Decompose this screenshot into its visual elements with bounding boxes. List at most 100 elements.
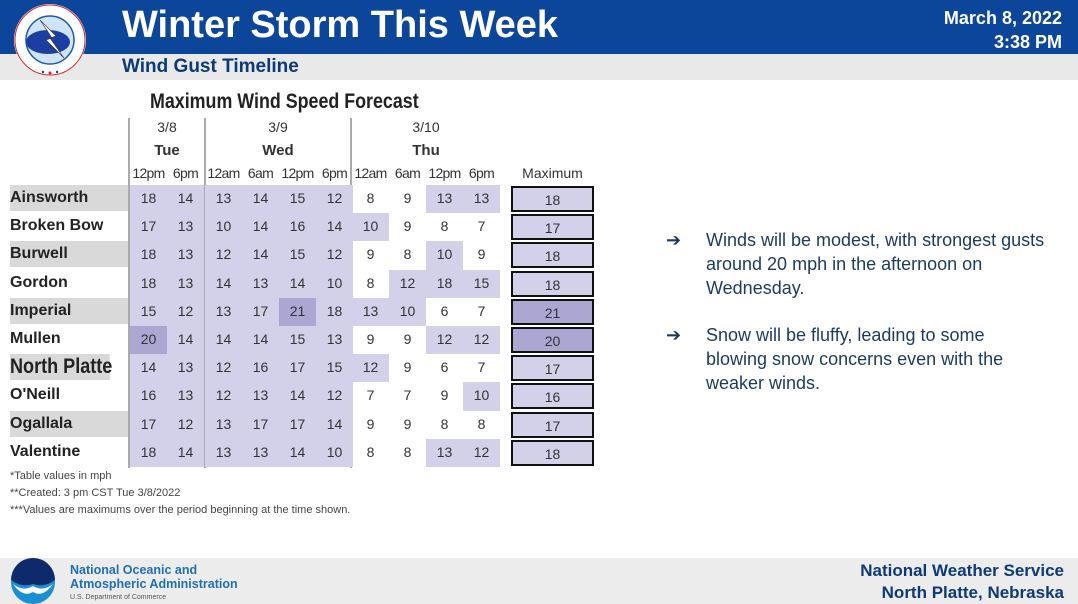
value-cell: 17 xyxy=(279,354,316,383)
value-cell: 12 xyxy=(167,410,204,439)
footer-bar xyxy=(0,558,1078,604)
value-cell: 14 xyxy=(242,213,279,242)
value-cell: 13 xyxy=(316,326,353,355)
time-header: 12am xyxy=(207,165,240,181)
value-cell: 12 xyxy=(463,326,500,355)
value-cell: 17 xyxy=(130,410,167,439)
value-cell: 8 xyxy=(366,274,375,291)
value-cell: 16 xyxy=(279,213,316,242)
time-header: 6pm xyxy=(468,165,495,181)
value-cell: 9 xyxy=(477,246,486,263)
value-cell: 12 xyxy=(316,185,353,214)
value-cell: 12 xyxy=(205,354,242,383)
time-header: 12am xyxy=(354,165,387,181)
value-cell: 12 xyxy=(205,382,242,411)
note: **Created: 3 pm CST Tue 3/8/2022 xyxy=(10,487,181,499)
value-cell: 10 xyxy=(316,269,353,298)
max-cell: 17 xyxy=(511,411,594,438)
value-cell: 7 xyxy=(366,387,375,404)
value-cell: 13 xyxy=(242,438,279,467)
value-cell: 18 xyxy=(130,185,167,214)
value-cell: 15 xyxy=(279,185,316,214)
value-cell: 15 xyxy=(463,269,500,298)
column-divider xyxy=(128,118,130,468)
value-cell: 15 xyxy=(279,241,316,270)
station-name: Broken Bow xyxy=(10,217,104,235)
value-cell: 9 xyxy=(403,359,412,376)
value-cell: 16 xyxy=(242,354,279,383)
day-name: Tue xyxy=(154,142,180,159)
value-cell: 14 xyxy=(316,410,353,439)
value-cell: 9 xyxy=(440,387,449,404)
value-cell: 7 xyxy=(403,387,412,404)
value-cell: 9 xyxy=(366,331,375,347)
value-cell: 13 xyxy=(426,438,463,467)
time-header: 12pm xyxy=(132,165,165,181)
value-cell: 17 xyxy=(279,410,316,439)
subheader-bar xyxy=(0,54,1078,80)
value-cell: 13 xyxy=(167,269,204,298)
value-cell: 14 xyxy=(205,326,242,355)
note: *Table values in mph xyxy=(10,470,112,482)
day-name: Wed xyxy=(262,142,294,159)
value-cell: 8 xyxy=(366,190,375,206)
value-cell: 13 xyxy=(352,297,389,326)
value-cell: 17 xyxy=(242,410,279,439)
value-cell: 14 xyxy=(242,326,279,355)
max-cell: 16 xyxy=(511,383,594,410)
arrow-right-icon: ➔ xyxy=(666,230,682,250)
value-cell: 8 xyxy=(403,246,412,263)
value-cell: 17 xyxy=(242,297,279,326)
value-cell: 10 xyxy=(426,241,463,270)
station-name: Mullen xyxy=(10,330,61,347)
value-cell: 14 xyxy=(130,354,167,383)
table-title: Maximum Wind Speed Forecast xyxy=(150,90,419,113)
value-cell: 15 xyxy=(316,354,353,383)
datetime: March 8, 2022 3:38 PM xyxy=(944,6,1062,54)
value-cell: 12 xyxy=(205,241,242,270)
value-cell: 13 xyxy=(167,382,204,411)
value-cell: 20 xyxy=(130,326,167,355)
value-cell: 13 xyxy=(205,410,242,439)
time-header: 6pm xyxy=(172,165,199,181)
station-name: Valentine xyxy=(10,442,81,460)
noaa-dept: U.S. Department of Commerce xyxy=(70,594,167,601)
date: March 8, 2022 xyxy=(943,8,1062,28)
value-cell: 21 xyxy=(279,297,316,326)
nws-logo xyxy=(14,4,86,76)
arrow-right-icon: ➔ xyxy=(666,325,682,345)
value-cell: 8 xyxy=(440,218,449,235)
value-cell: 12 xyxy=(463,438,500,467)
value-cell: 9 xyxy=(403,415,412,432)
value-cell: 14 xyxy=(316,213,353,242)
nws-office: National Weather Service North Platte, Ne… xyxy=(860,561,1064,602)
value-cell: 10 xyxy=(205,213,242,242)
bullet-item: ➔ Winds will be modest, with strongest gu… xyxy=(666,230,1045,298)
max-cell: 18 xyxy=(511,186,594,212)
max-cell: 18 xyxy=(511,270,594,297)
station-name: Ogallala xyxy=(10,410,128,437)
value-cell: 15 xyxy=(130,297,167,326)
value-cell: 7 xyxy=(477,218,486,235)
max-cell: 18 xyxy=(511,242,594,269)
value-cell: 13 xyxy=(463,185,500,214)
value-cell: 18 xyxy=(130,438,167,467)
station-name: North Platte xyxy=(10,354,113,381)
station-name: Imperial xyxy=(10,297,128,324)
value-cell: 13 xyxy=(205,185,242,214)
value-cell: 16 xyxy=(130,382,167,411)
value-cell: 14 xyxy=(242,241,279,270)
value-cell: 13 xyxy=(242,269,279,298)
value-cell: 18 xyxy=(426,269,463,298)
value-cell: 12 xyxy=(389,269,426,298)
station-name: Gordon xyxy=(10,273,68,291)
value-cell: 8 xyxy=(477,415,486,432)
value-cell: 8 xyxy=(366,443,375,460)
value-cell: 9 xyxy=(366,246,375,263)
value-cell: 9 xyxy=(403,331,412,347)
value-cell: 12 xyxy=(167,297,204,326)
note: ***Values are maximums over the period b… xyxy=(10,504,351,516)
value-cell: 14 xyxy=(167,438,204,467)
max-cell: 18 xyxy=(511,439,594,466)
value-cell: 10 xyxy=(316,438,353,467)
